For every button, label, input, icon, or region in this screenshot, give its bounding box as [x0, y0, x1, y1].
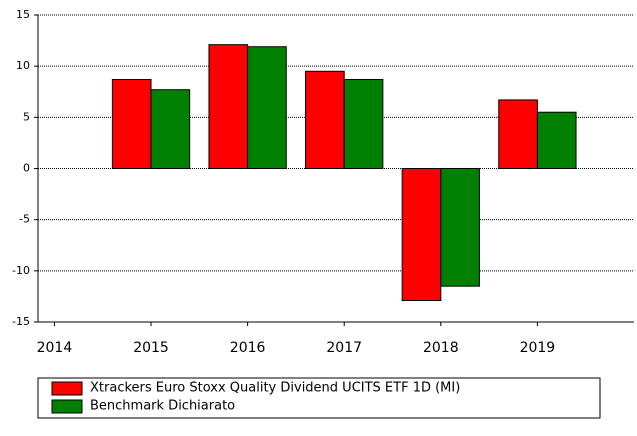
legend-swatch [51, 399, 83, 414]
y-tick-label: -15 [12, 315, 30, 328]
bar [208, 44, 249, 169]
bar [401, 168, 442, 302]
y-tick-label: -10 [12, 264, 30, 277]
bar [150, 89, 191, 169]
legend-swatch [51, 381, 83, 396]
bar [536, 111, 577, 169]
y-tick-label: -5 [19, 213, 30, 226]
x-tick-label: 2016 [230, 340, 266, 356]
legend-label: Benchmark Dichiarato [90, 399, 235, 414]
bar [305, 70, 345, 169]
x-tick-label: 2017 [326, 340, 362, 356]
legend-label: Xtrackers Euro Stoxx Quality Dividend UC… [90, 381, 460, 396]
y-tick-label: 5 [23, 110, 30, 123]
x-tick-label: 2015 [133, 340, 169, 356]
y-tick-label: 10 [16, 59, 30, 72]
bar [343, 78, 384, 169]
bar [498, 99, 538, 169]
y-tick-label: 0 [23, 162, 30, 175]
x-tick-label: 2018 [423, 340, 459, 356]
bar [440, 168, 480, 287]
bar [247, 46, 287, 169]
x-tick-label: 2019 [520, 340, 556, 356]
bar [111, 78, 152, 169]
legend-box [37, 377, 601, 419]
y-tick-label: 15 [16, 8, 30, 21]
x-tick-label: 2014 [37, 340, 73, 356]
